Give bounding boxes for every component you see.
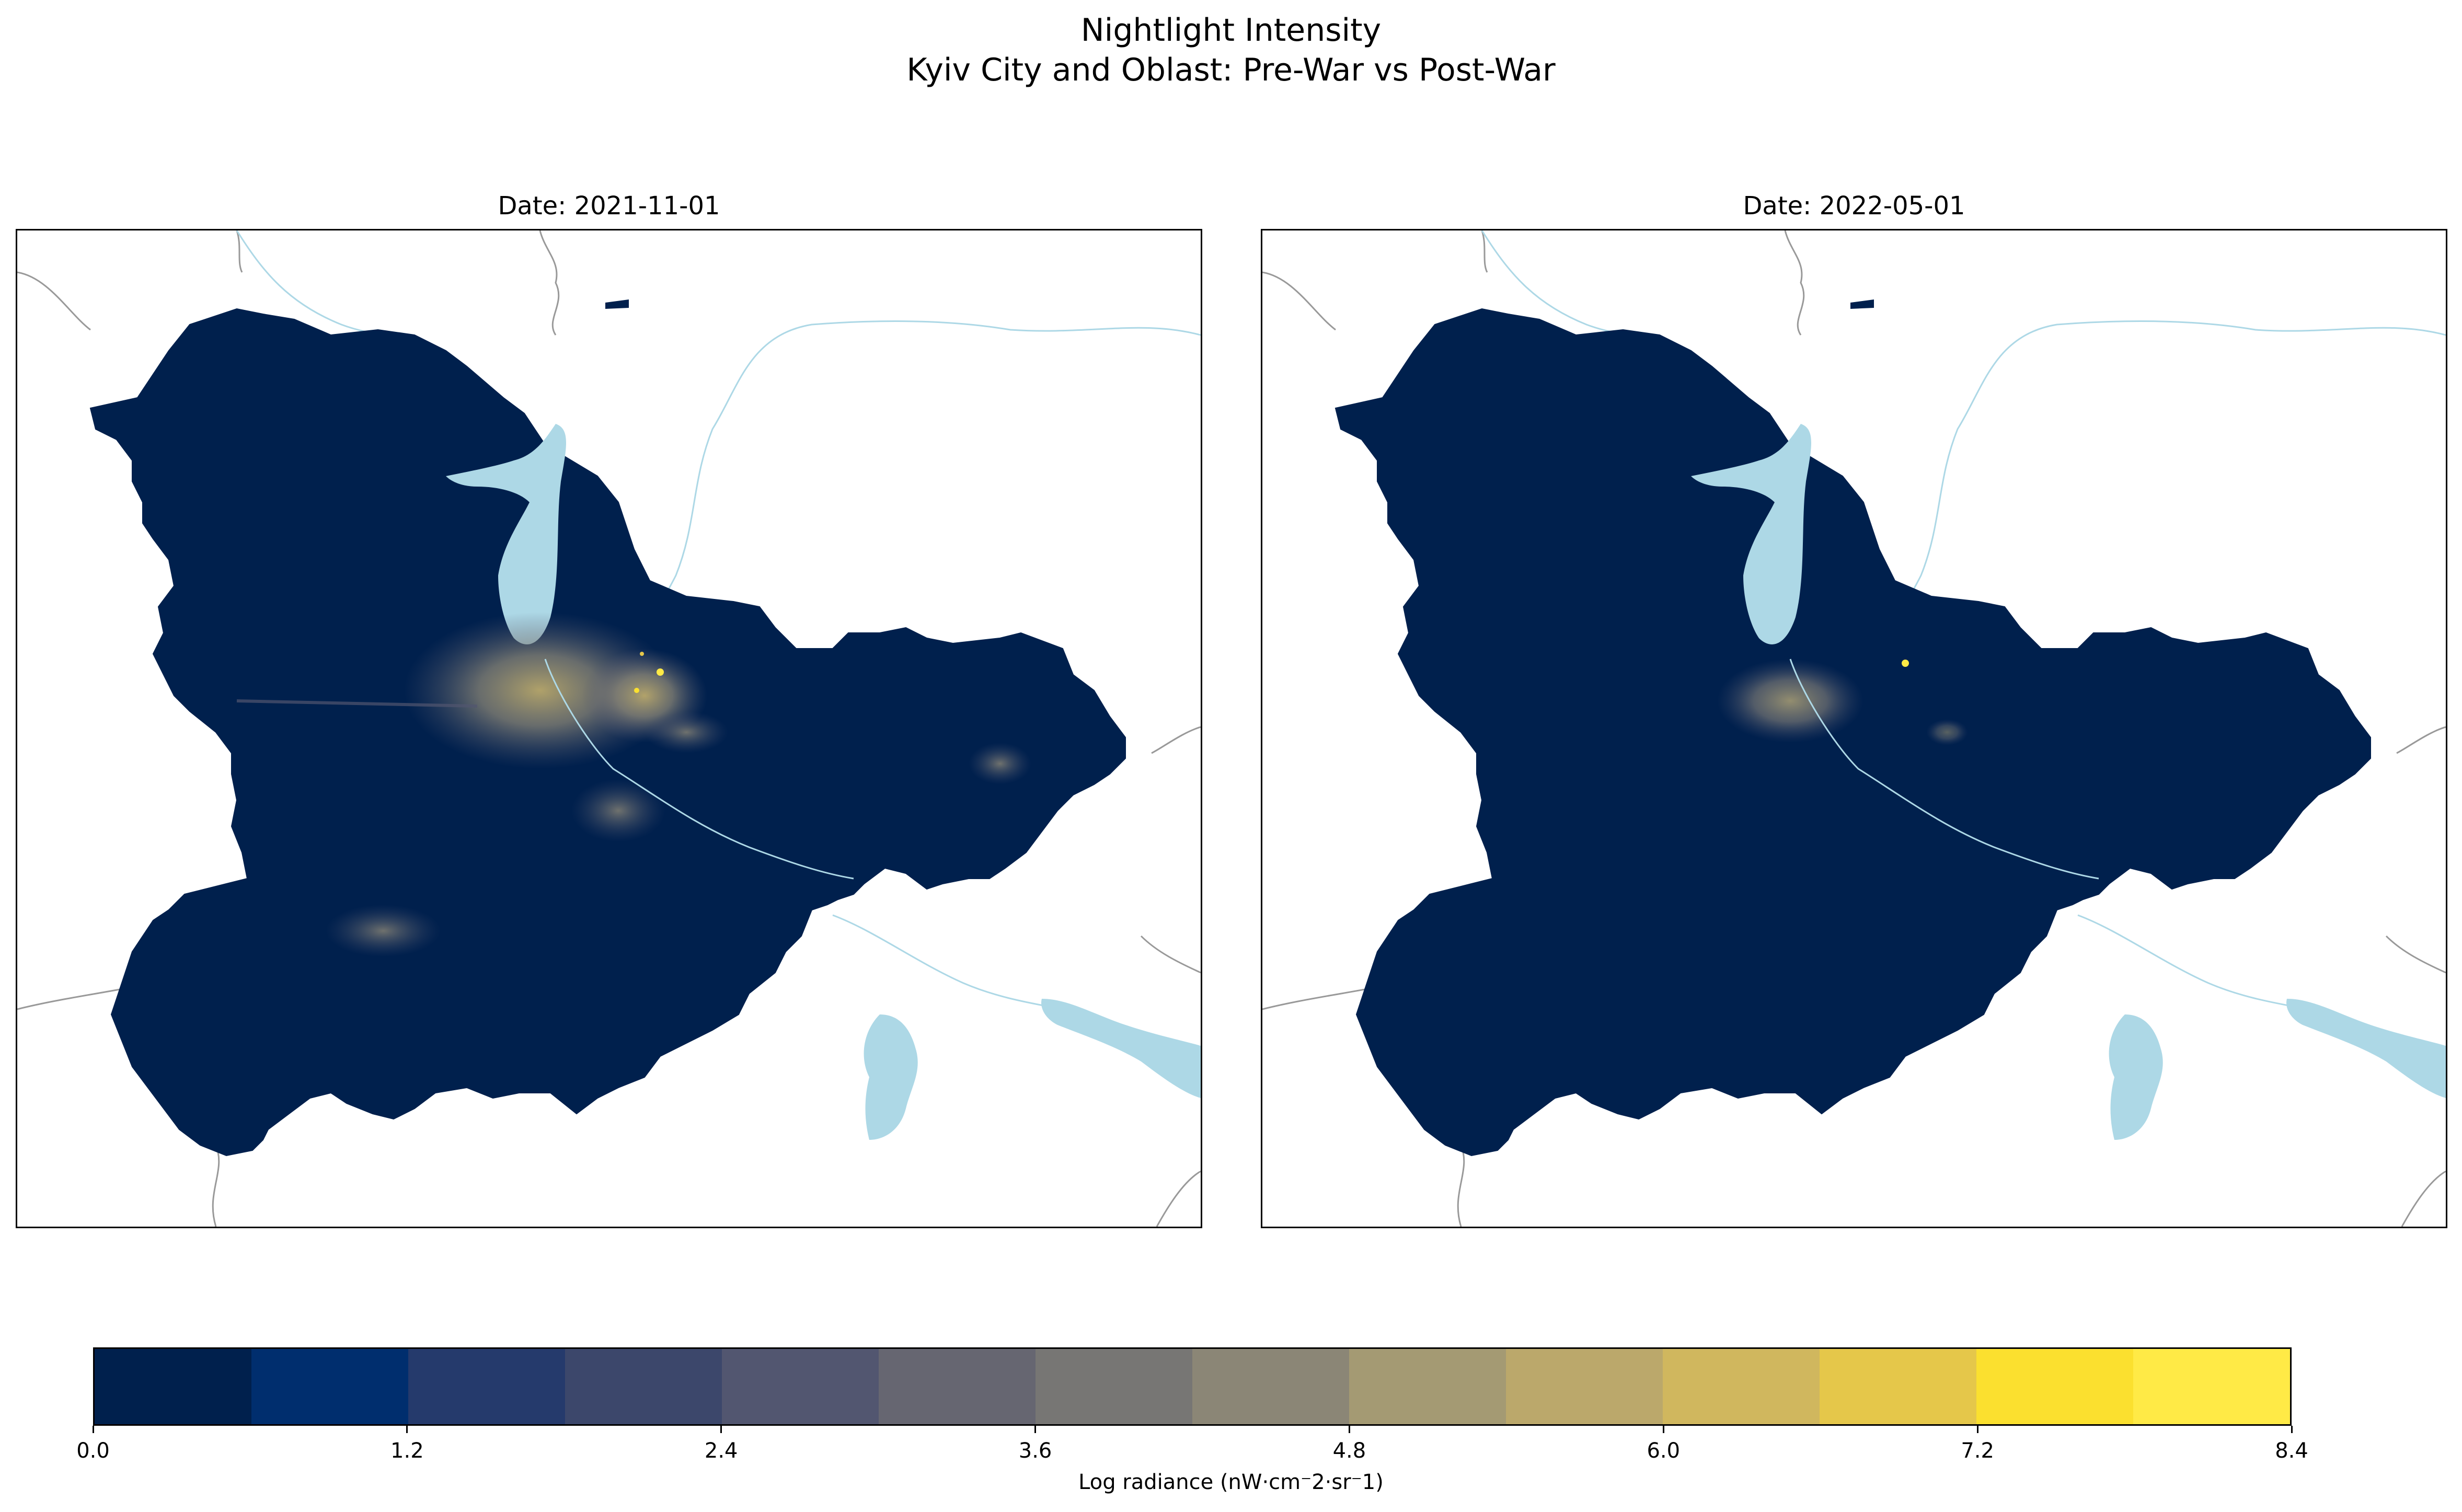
map-post-war-svg [1262, 230, 2446, 1227]
colorbar-tick [406, 1426, 408, 1433]
colorbar-tick-label: 8.4 [2275, 1439, 2308, 1463]
panel-left-title: Date: 2021-11-01 [498, 191, 720, 221]
city-lights-cluster [571, 779, 665, 842]
country-border-line [1262, 230, 2446, 1227]
panel-right-title: Date: 2022-05-01 [1743, 191, 1965, 221]
map-panel-post-war[interactable] [1261, 229, 2447, 1228]
figure-subtitle: Kyiv City and Oblast: Pre-War vs Post-Wa… [906, 52, 1556, 88]
colorbar-tick [1976, 1426, 1978, 1433]
colorbar-tick-label: 1.2 [390, 1439, 424, 1463]
colorbar-tick [92, 1426, 94, 1433]
colorbar-tick [1034, 1426, 1037, 1433]
colorbar-swatch [1976, 1349, 2133, 1424]
colorbar-swatch [408, 1349, 565, 1424]
city-lights-cluster [326, 905, 441, 957]
kyiv-reservoir [1691, 424, 1811, 644]
colorbar-tick-label: 2.4 [704, 1439, 738, 1463]
river-line [638, 320, 1201, 675]
kanev-reservoir [864, 1014, 918, 1140]
hotspot-light [640, 652, 644, 656]
colorbar-tick-label: 6.0 [1647, 1439, 1681, 1463]
kremenchuk-reservoir [1041, 999, 1201, 1098]
kyiv-oblast-region [1334, 308, 2371, 1157]
colorbar-tick-label: 7.2 [1961, 1439, 1994, 1463]
colorbar-swatch [1820, 1349, 1976, 1424]
city-lights-cluster [1926, 719, 1968, 745]
highway-lights [236, 699, 478, 708]
colorbar-tick [2291, 1426, 2293, 1433]
colorbar-swatch [2133, 1349, 2290, 1424]
colorbar-swatch [1349, 1349, 1506, 1424]
colorbar-swatch [1663, 1349, 1820, 1424]
city-lights-cluster [969, 743, 1031, 784]
kanev-reservoir [2109, 1014, 2163, 1140]
oblast-enclave [605, 299, 629, 309]
colorbar [93, 1347, 2292, 1426]
hotspot-light [634, 688, 639, 693]
river-line [2077, 914, 2308, 1010]
kremenchuk-reservoir [2286, 999, 2446, 1098]
kyiv-reservoir [446, 424, 566, 644]
colorbar-swatch [879, 1349, 1036, 1424]
colorbar-swatch [565, 1349, 722, 1424]
colorbar-swatch [722, 1349, 879, 1424]
colorbar-tick [1348, 1426, 1350, 1433]
colorbar-label: Log radiance (nW·cm⁻2·sr⁻1) [1078, 1470, 1384, 1494]
kyiv-city-lights [1717, 659, 1863, 743]
city-lights-cluster [645, 711, 728, 753]
colorbar-swatch [1192, 1349, 1349, 1424]
country-border-line [17, 230, 1201, 1227]
colorbar-swatch [251, 1349, 408, 1424]
figure-title: Nightlight Intensity [1080, 12, 1382, 49]
oblast-enclave [1850, 299, 1874, 309]
map-pre-war-svg [17, 230, 1201, 1227]
colorbar-tick-label: 3.6 [1018, 1439, 1052, 1463]
colorbar-tick [720, 1426, 722, 1433]
hotspot-light [657, 668, 664, 676]
colorbar-swatch [1506, 1349, 1663, 1424]
river-line [1883, 320, 2446, 675]
colorbar-swatch [95, 1349, 251, 1424]
dnipro-river [1789, 659, 2099, 880]
colorbar-tick [1662, 1426, 1664, 1433]
river-line [832, 914, 1063, 1010]
hotspot-light [1902, 660, 1909, 667]
colorbar-tick-label: 0.0 [76, 1439, 110, 1463]
map-panel-pre-war[interactable] [16, 229, 1202, 1228]
colorbar-swatch [1036, 1349, 1192, 1424]
colorbar-tick-label: 4.8 [1332, 1439, 1366, 1463]
dnipro-river [544, 659, 854, 880]
